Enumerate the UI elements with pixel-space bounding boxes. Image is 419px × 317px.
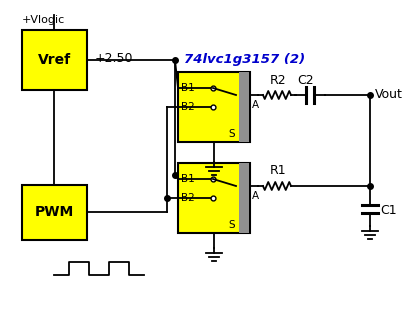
Text: Vout: Vout (375, 88, 403, 101)
Text: Vref: Vref (38, 53, 71, 67)
Text: 74lvc1g3157 (2): 74lvc1g3157 (2) (184, 53, 305, 66)
Bar (178, 72, 250, 142)
Text: A: A (252, 100, 259, 110)
Text: B1: B1 (181, 174, 195, 184)
Text: +2.50: +2.50 (95, 51, 134, 64)
Text: B1: B1 (181, 83, 195, 93)
Text: B2: B2 (181, 102, 195, 112)
Text: S: S (229, 220, 235, 230)
Bar (22, 185, 87, 240)
Bar (178, 163, 250, 233)
Text: R1: R1 (270, 165, 287, 178)
Bar (239, 163, 249, 233)
Text: C1: C1 (380, 204, 397, 217)
Text: PWM: PWM (35, 205, 74, 219)
Text: R2: R2 (270, 74, 287, 87)
Text: B2: B2 (181, 193, 195, 203)
Text: S: S (229, 129, 235, 139)
Bar (239, 72, 249, 142)
Bar (22, 30, 87, 90)
Text: +Vlogic: +Vlogic (22, 15, 65, 25)
Text: C2: C2 (297, 74, 314, 87)
Text: A: A (252, 191, 259, 201)
